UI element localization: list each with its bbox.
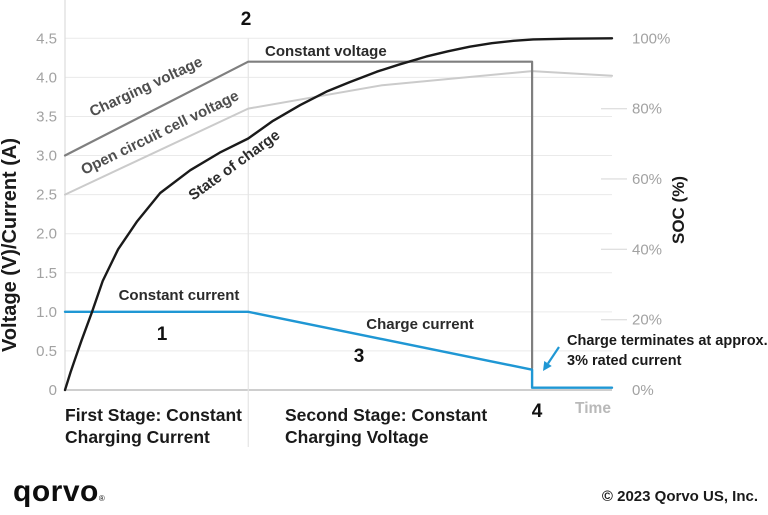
grid-layer <box>64 0 627 447</box>
constant-voltage-label: Constant voltage <box>265 43 387 60</box>
copyright-text: © 2023 Qorvo US, Inc. <box>601 488 758 505</box>
series-charge-current <box>63 310 614 389</box>
stage-caption-2-line-2: Charging Voltage <box>285 427 429 447</box>
terminate-note-line2: 3% rated current <box>567 353 682 369</box>
qorvo-logo: qorvo® <box>13 477 105 514</box>
y-left-tick-label: 2.0 <box>36 226 57 243</box>
qorvo-logo-text: qorvo <box>13 475 99 508</box>
stage-marker-number: 1 <box>157 324 168 345</box>
stage-marker-number: 4 <box>532 401 543 422</box>
y-right-tick-label: 20% <box>632 312 662 329</box>
time-label: Time <box>575 400 611 417</box>
charge-current-label: Charge current <box>366 316 474 333</box>
series-layer <box>63 37 614 392</box>
y-left-tick-label: 0 <box>49 382 57 399</box>
stage-caption-1-line-2: Charging Current <box>65 427 210 447</box>
terminate-arrow-shaft <box>547 346 560 365</box>
y-left-tick-label: 4.0 <box>36 69 57 86</box>
y-right-tick-label: 40% <box>632 241 662 258</box>
y-left-tick-label: 3.0 <box>36 148 57 165</box>
y-left-tick-label: 0.5 <box>36 343 57 360</box>
stage-marker-number: 3 <box>354 346 365 367</box>
stage-caption-2-line-1: Second Stage: Constant <box>285 405 487 425</box>
label-layer: 4.54.03.53.02.52.01.51.00.50100%80%60%40… <box>36 9 768 447</box>
y-right-tick-label: 0% <box>632 382 654 399</box>
y-left-tick-label: 1.5 <box>36 265 57 282</box>
y-right-tick-label: 80% <box>632 101 662 118</box>
series-state-of-charge <box>63 37 614 392</box>
y-left-tick-label: 1.0 <box>36 304 57 321</box>
series-open-circuit-cell-voltage <box>64 70 613 196</box>
series-charging-voltage <box>63 60 534 370</box>
terminate-arrow-head <box>543 361 552 371</box>
constant-current-label: Constant current <box>119 287 240 304</box>
y-left-tick-label: 2.5 <box>36 187 57 204</box>
registered-mark: ® <box>98 494 106 503</box>
y-left-tick-label: 4.5 <box>36 30 57 47</box>
right-axis-title: SOC (%) <box>669 176 688 244</box>
y-right-tick-label: 100% <box>632 30 670 47</box>
y-right-tick-label: 60% <box>632 171 662 188</box>
terminate-note-line1: Charge terminates at approx. <box>567 333 768 349</box>
stage-caption-1-line-1: First Stage: Constant <box>65 405 242 425</box>
y-left-tick-label: 3.5 <box>36 108 57 125</box>
left-axis-title: Voltage (V)/Current (A) <box>0 138 21 352</box>
stage-marker-number: 2 <box>241 9 252 30</box>
